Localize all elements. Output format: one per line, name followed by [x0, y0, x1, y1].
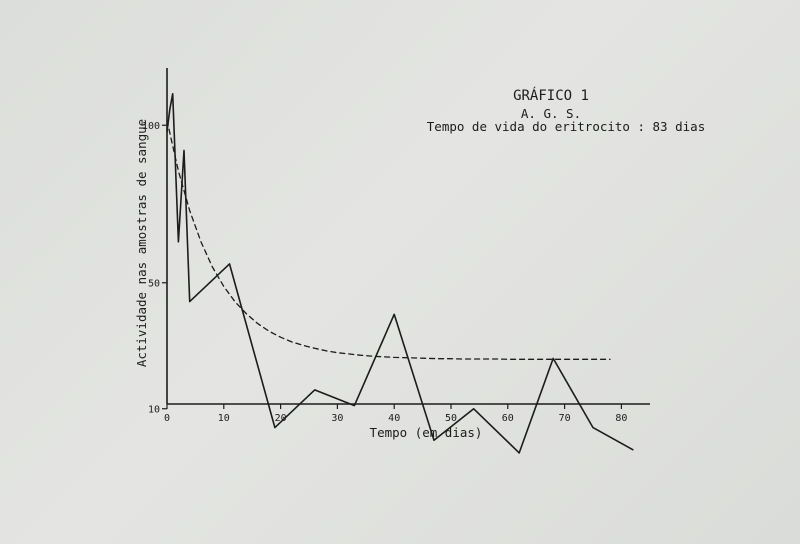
x-tick-label: 40: [388, 413, 400, 424]
x-tick-label: 50: [445, 413, 457, 424]
x-tick-label: 30: [331, 413, 343, 424]
chart-series: [166, 93, 634, 454]
measured-activity-line: [166, 93, 634, 454]
x-tick-label: 0: [164, 413, 170, 424]
x-tick-label: 70: [559, 413, 571, 424]
x-tick-label: 60: [502, 413, 514, 424]
chart-subtitle: A. G. S.: [521, 106, 581, 121]
chart-subtitle-2: Tempo de vida do eritrocito : 83 dias: [427, 119, 705, 134]
y-tick-label: 50: [148, 278, 160, 289]
chart-title: GRÁFICO 1: [513, 87, 589, 104]
y-tick-label: 10: [148, 404, 160, 415]
y-axis-label: Actividade nas amostras de sangue: [134, 119, 149, 367]
x-tick-label: 10: [218, 413, 230, 424]
chart-ticks: 0 10 20 30 40 50 60 70 80 10 50 100: [142, 121, 627, 424]
x-axis-label: Tempo (em dias): [370, 425, 483, 440]
y-tick-label: 100: [142, 121, 160, 132]
chart-axes: [166, 68, 650, 405]
x-tick-label: 20: [275, 413, 287, 424]
dashed-fit-curve: [166, 119, 611, 360]
x-tick-label: 80: [615, 413, 627, 424]
